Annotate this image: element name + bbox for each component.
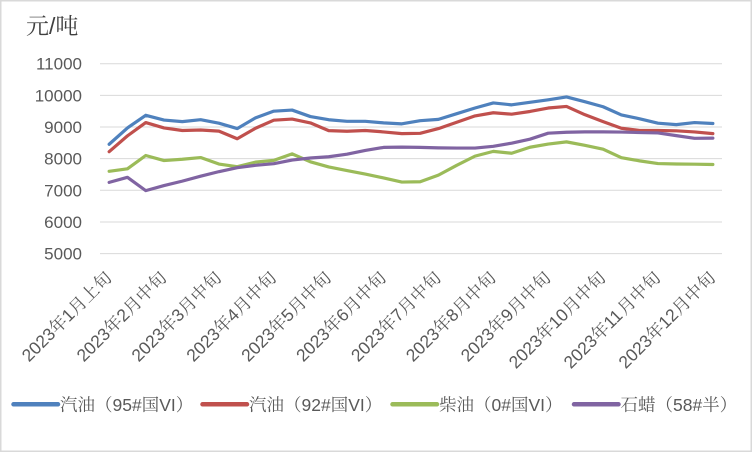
svg-text:11000: 11000 xyxy=(36,55,82,74)
svg-text:8000: 8000 xyxy=(44,150,82,169)
svg-text:0#: 0# xyxy=(492,395,512,415)
svg-text:VI: VI xyxy=(528,395,545,415)
svg-text:10000: 10000 xyxy=(35,86,82,105)
svg-text:58#: 58# xyxy=(673,395,702,415)
svg-text:92#: 92# xyxy=(302,395,331,415)
svg-text:/: / xyxy=(49,13,56,39)
svg-text:VI: VI xyxy=(159,395,176,415)
svg-text:95#: 95# xyxy=(113,395,142,415)
svg-text:9000: 9000 xyxy=(44,118,82,137)
svg-text:5000: 5000 xyxy=(44,245,82,264)
svg-text:7000: 7000 xyxy=(44,181,82,200)
svg-text:6000: 6000 xyxy=(44,213,82,232)
svg-text:VI: VI xyxy=(348,395,365,415)
